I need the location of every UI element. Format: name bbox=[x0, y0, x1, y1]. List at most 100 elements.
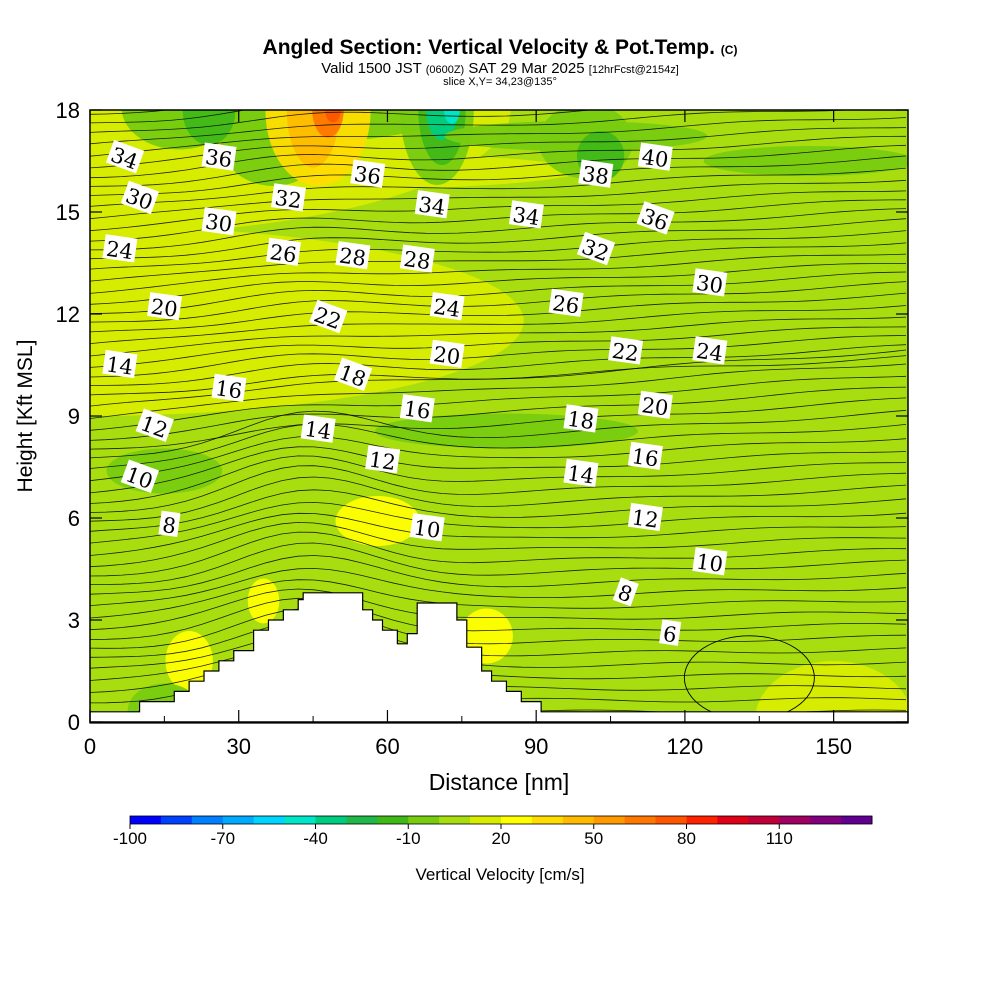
theta-label-32: 16 bbox=[627, 441, 663, 472]
theta-label-40: 8 bbox=[612, 577, 639, 607]
theta-label-text: 14 bbox=[566, 461, 596, 488]
theta-line-39 bbox=[90, 263, 907, 305]
field-shade-6 bbox=[182, 110, 236, 145]
theta-label-text: 18 bbox=[566, 407, 596, 434]
theta-line-47 bbox=[90, 179, 907, 220]
theta-line-42 bbox=[90, 230, 907, 270]
y-axis-label: Height [Kft MSL] bbox=[14, 340, 37, 493]
theta-line-50 bbox=[90, 144, 907, 187]
theta-label-23: 20 bbox=[429, 339, 465, 370]
theta-label-box bbox=[335, 241, 371, 270]
colorbar-swatch bbox=[531, 816, 564, 824]
theta-line-21 bbox=[90, 446, 907, 494]
colorbar-swatch bbox=[222, 816, 255, 824]
theta-line-38 bbox=[90, 271, 907, 314]
theta-label-22: 24 bbox=[692, 336, 728, 366]
theta-line-37 bbox=[90, 281, 907, 323]
theta-line-35 bbox=[90, 305, 907, 344]
terrain-profile bbox=[89, 592, 909, 724]
colorbar-tick-label: -10 bbox=[396, 829, 421, 848]
theta-label-text: 30 bbox=[204, 209, 234, 236]
theta-label-20: 22 bbox=[309, 299, 348, 334]
x-tick-label: 120 bbox=[667, 734, 704, 759]
theta-label-text: 8 bbox=[161, 513, 178, 539]
theta-line-15 bbox=[90, 512, 907, 556]
theta-label-text: 16 bbox=[630, 444, 660, 471]
theta-label-text: 20 bbox=[149, 294, 179, 321]
field-shade-22 bbox=[247, 578, 280, 624]
terrain bbox=[89, 592, 909, 724]
theta-line-57 bbox=[90, 110, 171, 115]
theta-label-box bbox=[508, 200, 544, 229]
theta-line-27 bbox=[90, 375, 907, 431]
theta-label-text: 28 bbox=[402, 247, 432, 274]
theta-line-49 bbox=[90, 155, 907, 196]
theta-label-text: 34 bbox=[417, 192, 447, 219]
field-shade-18 bbox=[703, 146, 908, 176]
theta-label-box bbox=[692, 547, 728, 576]
theta-line-34 bbox=[90, 316, 907, 357]
valid-time-b: (0600Z) bbox=[425, 64, 465, 76]
theta-label-28: 16 bbox=[399, 394, 435, 424]
colorbar-tick-label: -70 bbox=[210, 829, 235, 848]
theta-label-8: 34 bbox=[508, 200, 544, 230]
theta-label-1: 36 bbox=[201, 142, 237, 172]
theta-line-55 bbox=[90, 110, 595, 133]
theta-line-11 bbox=[90, 555, 907, 595]
theta-label-box bbox=[399, 244, 435, 273]
theta-label-box bbox=[146, 292, 183, 321]
colorbar-tick-label: 110 bbox=[766, 829, 793, 848]
theta-label-16: 30 bbox=[692, 268, 728, 298]
theta-label-box bbox=[265, 237, 301, 266]
theta-label-box bbox=[659, 619, 682, 646]
theta-label-text: 24 bbox=[105, 237, 135, 264]
theta-label-box bbox=[627, 441, 663, 470]
colorbar-tick-label: 50 bbox=[584, 829, 603, 848]
x-tick-label: 0 bbox=[84, 734, 96, 759]
colorbar-tick-label: 80 bbox=[677, 829, 696, 848]
theta-label-box bbox=[637, 390, 673, 419]
colorbar-swatch bbox=[439, 816, 471, 824]
colorbar-swatch bbox=[191, 816, 224, 824]
theta-line-9 bbox=[90, 579, 907, 619]
colorbar-swatch bbox=[624, 816, 657, 824]
theta-label-text: 24 bbox=[432, 294, 462, 321]
theta-label-29: 18 bbox=[563, 404, 599, 434]
theta-label-text: 34 bbox=[511, 203, 541, 230]
theta-line-6 bbox=[90, 608, 907, 649]
y-tick-label: 18 bbox=[56, 98, 80, 123]
colorbar-swatch bbox=[408, 816, 440, 824]
theta-label-17: 20 bbox=[146, 292, 183, 322]
colorbar-label: Vertical Velocity [cm/s] bbox=[415, 865, 584, 884]
theta-label-33: 12 bbox=[365, 445, 401, 475]
theta-line-22 bbox=[90, 435, 907, 482]
colorbar-swatch bbox=[562, 816, 595, 824]
theta-label-10: 36 bbox=[636, 201, 675, 236]
theta-label-26: 16 bbox=[211, 373, 247, 404]
field-shade-23 bbox=[335, 496, 420, 546]
theta-label-box bbox=[350, 159, 386, 188]
theta-label-31: 14 bbox=[300, 414, 336, 444]
theta-label-box bbox=[608, 336, 644, 365]
theta-label-box bbox=[576, 231, 616, 266]
colorbar-swatch bbox=[377, 816, 409, 824]
chart-title-mark: (C) bbox=[720, 43, 738, 57]
theta-line-5 bbox=[90, 620, 907, 658]
theta-line-3 bbox=[90, 645, 907, 681]
theta-label-text: 10 bbox=[695, 549, 725, 576]
x-tick-label: 150 bbox=[815, 734, 852, 759]
colorbar-tick-label: -40 bbox=[303, 829, 328, 848]
theta-label-text: 16 bbox=[402, 396, 432, 423]
theta-label-box bbox=[637, 142, 673, 171]
theta-line-33 bbox=[90, 326, 907, 368]
theta-label-box bbox=[120, 180, 160, 215]
theta-label-text: 24 bbox=[695, 339, 725, 366]
colorbar-swatch bbox=[130, 816, 162, 824]
theta-line-12 bbox=[90, 542, 907, 585]
colorbar-swatch bbox=[315, 816, 347, 824]
theta-label-box bbox=[309, 299, 348, 334]
colorbar-swatch bbox=[284, 816, 316, 824]
theta-label-box bbox=[563, 458, 599, 487]
